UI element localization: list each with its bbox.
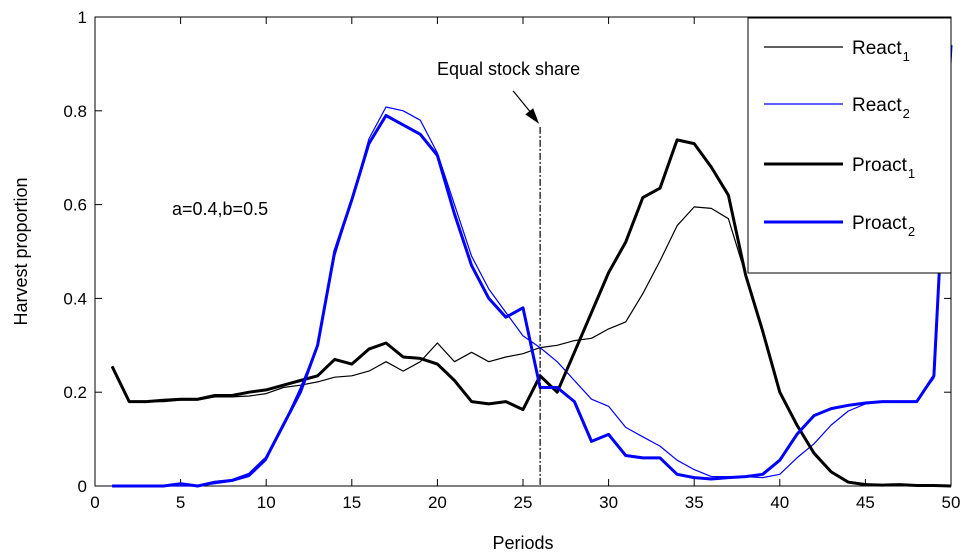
x-tick-label: 40 [770,493,789,512]
series-line-proact-2 [112,45,953,488]
x-tick-label: 25 [514,493,533,512]
annotation-layer: Equal stock share a=0.4,b=0.5 [172,59,580,486]
x-tick-label: 50 [942,493,961,512]
y-tick-label: 0.8 [63,102,87,121]
legend-entry-subscript: 2 [903,106,910,121]
x-tick-label: 10 [257,493,276,512]
legend-entry-name: React [852,38,902,59]
x-tick-label: 15 [342,493,361,512]
x-axis-label: Periods [492,533,553,553]
legend-entry-name: Proact [852,155,908,176]
legend-entry-label: React1 [852,38,910,64]
x-tick-label: 0 [90,493,99,512]
legend-entry-subscript: 1 [908,166,915,181]
legend-entry-label: React2 [852,95,910,121]
y-tick-label: 0.4 [63,289,87,308]
legend-entry-label: Proact1 [852,155,915,181]
legend-entry-subscript: 2 [908,224,915,239]
parameters-label: a=0.4,b=0.5 [172,199,268,219]
series-line-proact-1 [110,138,952,488]
legend-entry-subscript: 1 [903,49,910,64]
x-tick-label: 35 [685,493,704,512]
y-tick-label: 0.2 [63,383,87,402]
legend-entry-name: React [852,95,902,116]
x-tick-label: 20 [428,493,447,512]
y-tick-label: 0 [78,477,87,496]
legend-box [747,17,952,274]
y-tick-label: 0.6 [63,196,87,215]
x-tick-label: 5 [176,493,185,512]
x-tick-label: 45 [856,493,875,512]
legend-entry-label: Proact2 [852,213,915,239]
axis-ticks: 0 5 10 15 20 25 30 35 40 45 50 0 0.2 0.4 0.6 0.8 1 [63,8,960,512]
series-layer [110,45,953,488]
equal-share-arrowhead [525,108,540,124]
equal-stock-share-label: Equal stock share [437,59,580,79]
y-axis-label: Harvest proportion [11,177,31,325]
y-tick-label: 1 [78,8,87,27]
x-tick-label: 30 [599,493,618,512]
legend-entry-name: Proact [852,213,908,234]
